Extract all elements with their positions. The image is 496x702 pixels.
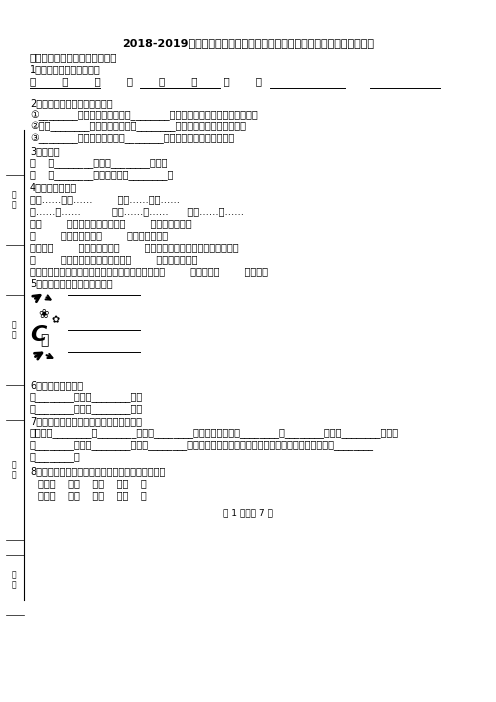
- Text: （        ）雨再大，路再滑，我们（        ）要按时报到，: （ ）雨再大，路再滑，我们（ ）要按时报到，: [30, 254, 197, 264]
- Text: 1．用下面的字两两组词，: 1．用下面的字两两组词，: [30, 64, 101, 74]
- Text: 地球上的________和________，都是________送来的，如果没有________，________到处是________，到处: 地球上的________和________，都是________送来的，如果没有…: [30, 428, 399, 438]
- Text: ✿: ✿: [52, 315, 60, 325]
- Text: 2018-2019年重庆市江津区夏坝小学校一年级上册语文模拟期末测试无答案: 2018-2019年重庆市江津区夏坝小学校一年级上册语文模拟期末测试无答案: [122, 38, 374, 48]
- Text: 3．我会填: 3．我会填: [30, 146, 60, 156]
- Text: C: C: [30, 325, 46, 345]
- Text: ③________没有太阳，地球上________到处是黑暗，到处是寒冷，: ③________没有太阳，地球上________到处是黑暗，到处是寒冷，: [30, 134, 234, 145]
- Text: 不但……而且……        虽然……但是……: 不但……而且…… 虽然……但是……: [30, 194, 180, 204]
- Text: 题
号: 题 号: [12, 570, 16, 590]
- Text: 的________，: 的________，: [30, 452, 81, 462]
- Text: 题
号: 题 号: [12, 190, 16, 210]
- Text: 是________，没有________，没有________，自然也不会有人，一句话，没有太阳，就没有我们这个________: 是________，没有________，没有________，自然也不会有人，…: [30, 440, 374, 450]
- Text: 2．给下面句子加上关联词语，: 2．给下面句子加上关联词语，: [30, 98, 113, 108]
- Text: 8．扩充词语，并选择你喜欢的一个词语说一句话，: 8．扩充词语，并选择你喜欢的一个词语说一句话，: [30, 466, 165, 476]
- Text: 既……又……          如果……就……      即使……也……: 既……又…… 如果……就…… 即使……也……: [30, 206, 244, 216]
- Text: 否    共________面，是________结构，: 否 共________面，是________结构，: [30, 158, 168, 168]
- Text: 我发现妈妈只为了洗我的两件内衣就开动洗衣机，（        ）费水，（        ）费电，: 我发现妈妈只为了洗我的两件内衣就开动洗衣机，（ ）费水，（ ）费电，: [30, 266, 268, 276]
- Text: 4．关联词填空，: 4．关联词填空，: [30, 182, 77, 192]
- Text: ①________太阳离地球太远了，________我们看上去只有一个盘子那么大，: ①________太阳离地球太远了，________我们看上去只有一个盘子那么大…: [30, 110, 258, 121]
- Text: 包：（    ）（    ）（    ）（    ）: 包：（ ）（ ）（ ）（ ）: [38, 490, 147, 500]
- Text: 一________白云一________稻田: 一________白云一________稻田: [30, 392, 143, 402]
- Text: 一________金子一________蚂蚁: 一________金子一________蚂蚁: [30, 404, 143, 414]
- Text: ⌒: ⌒: [40, 333, 49, 347]
- Text: 一、想一想，填一填（填空题）: 一、想一想，填一填（填空题）: [30, 52, 118, 62]
- Text: 分
数: 分 数: [12, 320, 16, 340]
- Text: ②太阳________离我们很远很远，________它和我们的关系非常密切，: ②太阳________离我们很远很远，________它和我们的关系非常密切，: [30, 122, 246, 133]
- Text: 少    共________笔，第四画是________，: 少 共________笔，第四画是________，: [30, 170, 174, 180]
- Text: 姓
名: 姓 名: [12, 461, 16, 479]
- Text: （        ）你尽了力，（        ）的确没关系，: （ ）你尽了力，（ ）的确没关系，: [30, 230, 168, 240]
- Text: 第 1 页，共 7 页: 第 1 页，共 7 页: [223, 508, 273, 517]
- Text: 我（        ）只考了六十一分，（        ）我已尽了力，: 我（ ）只考了六十一分，（ ）我已尽了力，: [30, 218, 191, 228]
- Text: 言：（    ）（    ）（    ）（    ）: 言：（ ）（ ）（ ）（ ）: [38, 478, 147, 488]
- Text: ❀: ❀: [38, 308, 49, 321]
- Text: 5．看一看，读一读，写一写，: 5．看一看，读一读，写一写，: [30, 278, 113, 288]
- Text: 学写字（        ）要观其形，（        ）要悟其神，心神领会，才能写好，: 学写字（ ）要观其形，（ ）要悟其神，心神领会，才能写好，: [30, 242, 239, 252]
- Text: 6．填上合适的量词: 6．填上合适的量词: [30, 380, 83, 390]
- Text: 江        莲        南        叶        鱼        中        小        间: 江 莲 南 叶 鱼 中 小 间: [30, 76, 262, 86]
- Text: 7．读《太阳》，根据课文内容各填一填，: 7．读《太阳》，根据课文内容各填一填，: [30, 416, 142, 426]
